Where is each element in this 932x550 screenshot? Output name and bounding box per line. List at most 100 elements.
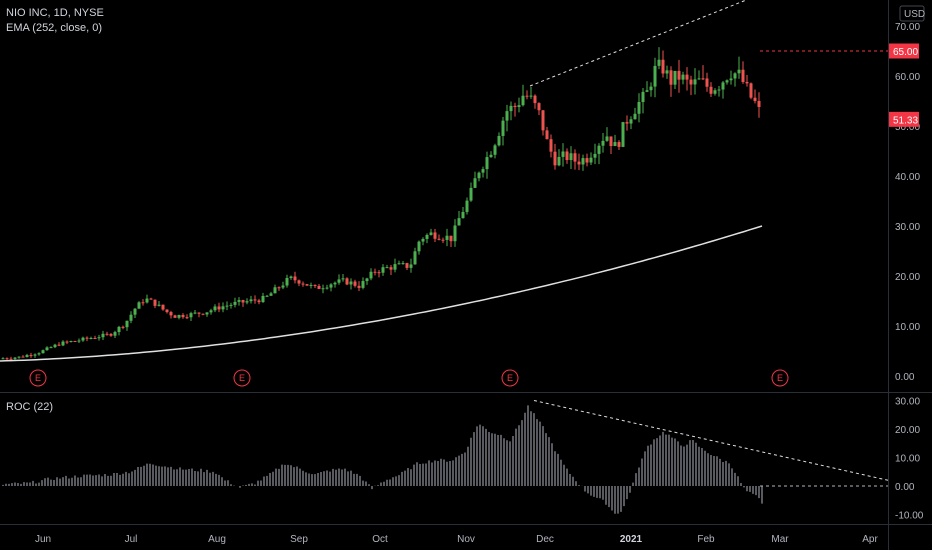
candle-body (553, 151, 557, 166)
candle-body (477, 172, 481, 179)
candle-body (65, 341, 69, 343)
candle-body (117, 326, 121, 333)
candle-body (753, 97, 757, 102)
candle-body (465, 200, 469, 212)
candle-body (129, 314, 133, 321)
time-label-nov: Nov (457, 534, 475, 545)
candle-body (581, 158, 585, 165)
candle-body (161, 304, 165, 310)
candle-body (361, 281, 365, 288)
candle-body (369, 271, 373, 279)
candle-body (5, 358, 9, 360)
time-label-aug: Aug (208, 534, 226, 545)
candle-body (81, 337, 85, 341)
candle-body (205, 312, 209, 315)
candle-body (469, 187, 473, 201)
candle-body (585, 158, 589, 163)
candle-body (93, 337, 97, 339)
candle-body (189, 313, 193, 318)
candle-body (121, 326, 125, 328)
candle-body (589, 157, 593, 163)
candle-body (89, 337, 93, 339)
roc-tick-label: 20.00 (895, 425, 920, 436)
candle-body (241, 300, 245, 303)
candle-body (209, 310, 213, 313)
symbol-legend: NIO INC, 1D, NYSE (6, 7, 104, 19)
candle-body (713, 90, 717, 94)
candle-body (669, 70, 673, 85)
candle-body (97, 337, 101, 339)
candle-body (441, 239, 445, 241)
candle-body (629, 119, 633, 124)
candle-body (185, 317, 189, 319)
roc-trendline (533, 400, 889, 481)
candle-body (709, 86, 713, 94)
candle-body (525, 95, 529, 97)
price-tag (889, 111, 919, 127)
candle-body (501, 120, 505, 136)
candle-body (429, 232, 433, 235)
candle-body (521, 95, 525, 106)
candle-body (281, 285, 285, 288)
ema-line (0, 225, 763, 362)
roc-legend: ROC (22) (6, 401, 54, 413)
candle-body (421, 238, 425, 242)
candle-body (25, 355, 29, 358)
roc-tick-label: 0.00 (895, 482, 915, 493)
candle-body (473, 178, 477, 188)
candle-body (533, 95, 537, 104)
candle-body (141, 302, 145, 304)
currency-label: USD (904, 9, 925, 20)
candle-body (101, 333, 105, 338)
candle-body (757, 101, 761, 108)
candle-body (253, 299, 257, 301)
candle-body (605, 136, 609, 141)
candle-body (409, 264, 413, 268)
candle-body (133, 308, 137, 315)
candle-body (597, 145, 601, 154)
candle-body (21, 356, 25, 358)
candle-body (625, 122, 629, 124)
candle-body (257, 300, 261, 303)
candle-body (293, 276, 297, 281)
candle-body (609, 136, 613, 147)
candle-body (309, 284, 313, 286)
candle-body (517, 105, 521, 108)
candle-body (721, 82, 725, 90)
candle-body (741, 69, 745, 82)
candle-body (173, 315, 177, 318)
candle-body (437, 238, 441, 240)
candle-body (145, 298, 149, 303)
earnings-marker-label: E (239, 373, 245, 383)
candle-body (265, 295, 269, 297)
candle-body (445, 235, 449, 240)
time-label-jul: Jul (125, 534, 138, 545)
candle-body (509, 105, 513, 112)
candle-body (401, 263, 405, 265)
candle-body (381, 267, 385, 273)
candle-body (177, 314, 181, 318)
time-label-oct: Oct (372, 534, 388, 545)
candle-body (213, 306, 217, 311)
candle-body (181, 314, 185, 318)
candle-body (389, 267, 393, 270)
candle-body (285, 277, 289, 286)
candle-body (645, 90, 649, 92)
price-tick-label: 10.00 (895, 322, 920, 333)
candle-body (337, 279, 341, 283)
candle-body (357, 285, 361, 288)
candle-body (457, 218, 461, 226)
earnings-marker-label: E (35, 373, 41, 383)
time-label-sep: Sep (290, 534, 308, 545)
earnings-marker (501, 369, 519, 387)
candle-body (329, 284, 333, 288)
candle-body (397, 263, 401, 265)
candle-body (485, 157, 489, 170)
candle-body (137, 302, 141, 309)
candle-body (601, 140, 605, 146)
candle-body (349, 281, 353, 285)
price-tick-label: 30.00 (895, 222, 920, 233)
candle-body (201, 313, 205, 315)
